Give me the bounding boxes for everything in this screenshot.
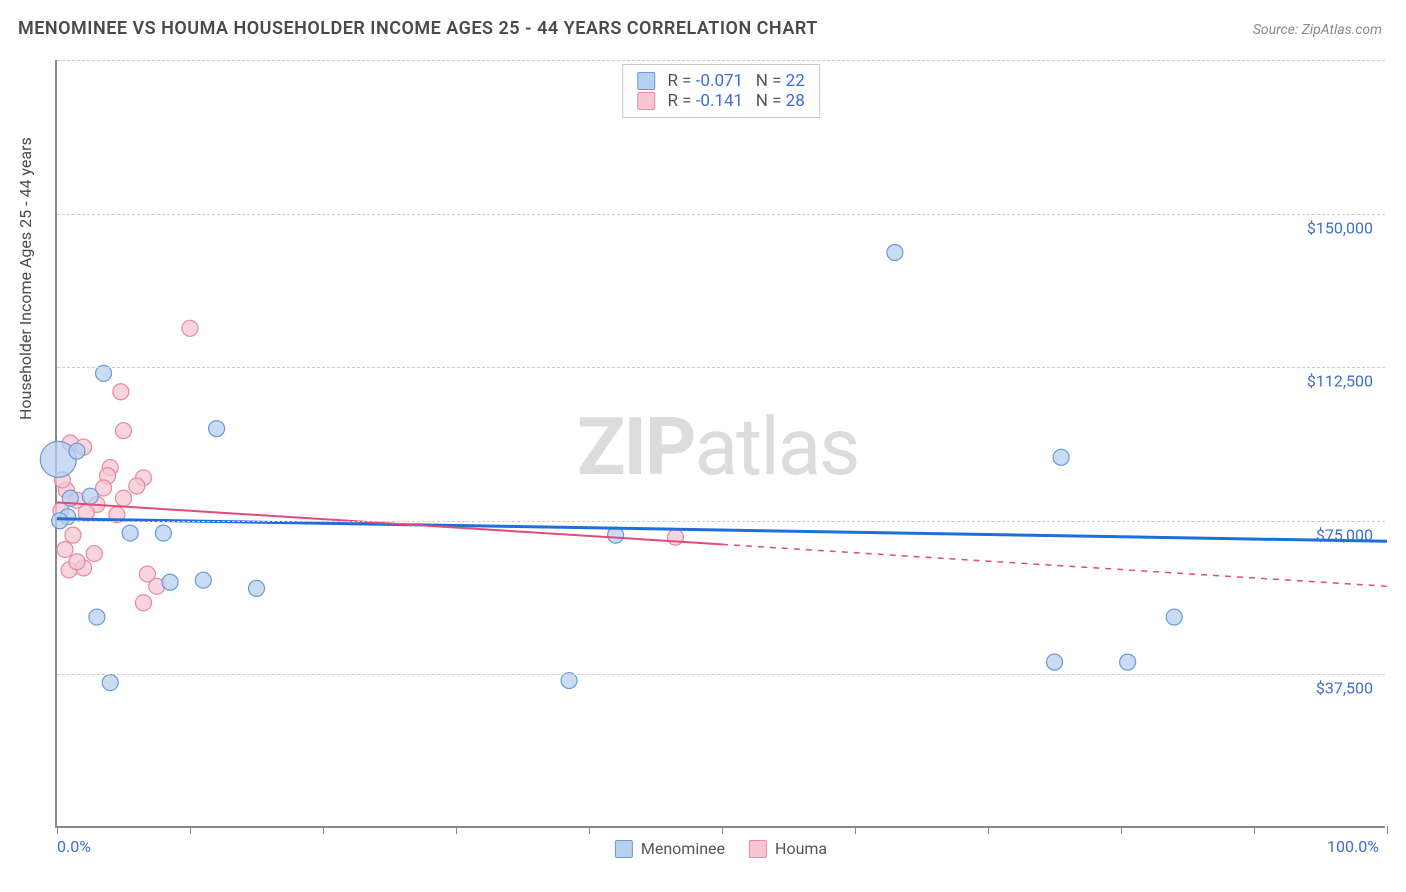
gridline-h: [57, 214, 1385, 215]
data-point: [113, 384, 129, 400]
x-tick-label: 100.0%: [1327, 837, 1379, 856]
data-point: [69, 443, 85, 459]
data-point: [69, 554, 85, 570]
legend-swatch: [637, 72, 655, 90]
legend-swatch: [749, 840, 767, 858]
x-tick: [589, 826, 590, 834]
gridline-h: [57, 521, 1385, 522]
data-point: [86, 546, 102, 562]
data-point: [129, 478, 145, 494]
x-tick: [988, 826, 989, 834]
y-tick-label: $150,000: [1307, 218, 1373, 237]
gridline-h: [57, 60, 1385, 61]
data-point: [116, 423, 132, 439]
legend-swatch: [637, 92, 655, 110]
stats-text: R = -0.141 N = 28: [663, 91, 805, 111]
legend-label: Houma: [775, 839, 827, 858]
x-tick: [456, 826, 457, 834]
data-point: [65, 527, 81, 543]
stats-legend-box: R = -0.071 N = 22 R = -0.141 N = 28: [622, 64, 820, 118]
data-point: [249, 580, 265, 596]
data-point: [89, 609, 105, 625]
y-tick-label: $75,000: [1316, 525, 1373, 544]
stats-row: R = -0.141 N = 28: [637, 91, 805, 111]
gridline-h: [57, 674, 1385, 675]
source-attribution: Source: ZipAtlas.com: [1253, 22, 1382, 38]
x-tick-label: 0.0%: [57, 837, 91, 856]
y-axis-label: Householder Income Ages 25 - 44 years: [16, 137, 35, 420]
data-point: [1053, 449, 1069, 465]
x-tick: [57, 826, 58, 834]
stats-text: R = -0.071 N = 22: [663, 71, 805, 91]
x-tick: [855, 826, 856, 834]
data-point: [102, 675, 118, 691]
plot-area: ZIPatlas R = -0.071 N = 22 R = -0.141 N …: [55, 60, 1385, 828]
data-point: [162, 574, 178, 590]
series-legend: Menominee Houma: [615, 839, 827, 858]
data-point: [82, 488, 98, 504]
x-tick: [1254, 826, 1255, 834]
data-point: [135, 595, 151, 611]
data-point: [116, 490, 132, 506]
chart-svg: [57, 60, 1385, 826]
x-tick: [1121, 826, 1122, 834]
data-point: [122, 525, 138, 541]
x-tick: [190, 826, 191, 834]
gridline-h: [57, 367, 1385, 368]
chart-title: MENOMINEE VS HOUMA HOUSEHOLDER INCOME AG…: [18, 18, 818, 39]
data-point: [155, 525, 171, 541]
stats-row: R = -0.071 N = 22: [637, 71, 805, 91]
trend-line-extrapolated: [722, 544, 1387, 586]
data-point: [887, 245, 903, 261]
data-point: [1166, 609, 1182, 625]
x-tick: [323, 826, 324, 834]
data-point: [1047, 654, 1063, 670]
data-point: [1120, 654, 1136, 670]
legend-item: Menominee: [615, 839, 725, 858]
trend-line: [57, 519, 1387, 542]
data-point: [182, 320, 198, 336]
legend-item: Houma: [749, 839, 827, 858]
data-point: [195, 572, 211, 588]
y-tick-label: $112,500: [1307, 372, 1373, 391]
y-tick-label: $37,500: [1316, 679, 1373, 698]
legend-swatch: [615, 840, 633, 858]
x-tick: [1387, 826, 1388, 834]
data-point: [57, 541, 73, 557]
legend-label: Menominee: [641, 839, 725, 858]
x-tick: [722, 826, 723, 834]
data-point: [667, 529, 683, 545]
data-point: [209, 421, 225, 437]
